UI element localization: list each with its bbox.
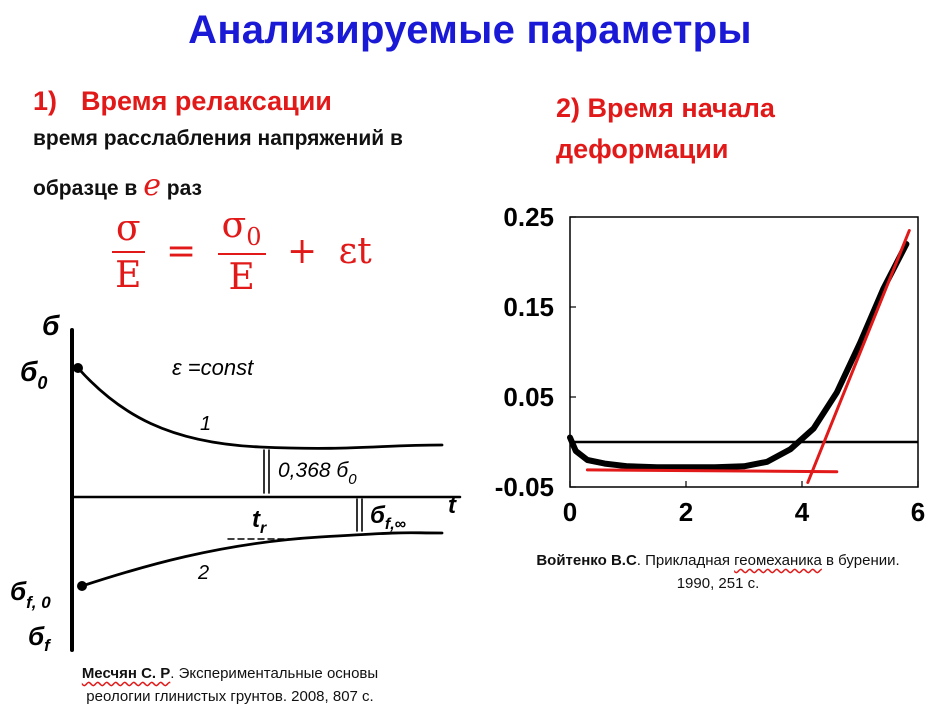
section1-desc-line2: образце в e раз xyxy=(33,168,202,203)
curve2-label: 2 xyxy=(197,562,209,584)
formula-equals: = xyxy=(166,231,197,273)
t-axis-label: t xyxy=(448,492,457,519)
chart-y-tick-label: 0.25 xyxy=(503,202,554,232)
section1-desc-line1: время расслабления напряжений в xyxy=(33,127,403,150)
formula-plus: + xyxy=(286,231,318,273)
citation-left-author: Месчян С. Р xyxy=(81,665,171,682)
chart-x-tick-label: 4 xyxy=(795,497,810,527)
chart-y-tick-label: 0.15 xyxy=(503,292,554,322)
chart-baseline-fit-line xyxy=(585,468,839,474)
curve-2 xyxy=(80,531,444,588)
formula-lhs-numerator: σ xyxy=(116,207,141,249)
citation-left-text1: . Экспериментальные основы xyxy=(170,665,379,682)
citation-right-text-post: в бурении. xyxy=(821,552,900,569)
citation-right: Войтенко В.С. Прикладная геомеханика в б… xyxy=(498,549,938,595)
formula-rhs-denominator: E xyxy=(228,257,255,299)
chart-y-tick-label: -0.05 xyxy=(495,472,554,502)
citation-right-text-pre: . Прикладная xyxy=(636,552,735,569)
sigma-subscript: 0 xyxy=(246,223,262,252)
chart-x-tick-label: 6 xyxy=(911,497,925,527)
formula-lhs-fraction: σ E xyxy=(112,208,145,296)
sigma0-label: б0 xyxy=(20,356,47,393)
fraction-bar xyxy=(112,250,145,253)
section2-title: 2) Время начала деформации xyxy=(556,88,836,170)
eps-const-label: ε =const xyxy=(172,355,254,380)
citation-left: Месчян С. Р. Экспериментальные основы ре… xyxy=(40,662,420,708)
curve-1 xyxy=(76,366,444,450)
deformation-chart: 0 2 4 6 0.25 0.15 0.05 -0.05 xyxy=(495,202,926,527)
chart-x-tick-label: 2 xyxy=(679,497,693,527)
sigma-f-inf-label: бf,∞ xyxy=(370,502,406,533)
relaxation-formula: σ E = σ0 E + εt xyxy=(112,205,382,298)
desc-suffix: раз xyxy=(166,177,202,200)
fraction-bar xyxy=(217,253,266,256)
citation-left-line2: реологии глинистых грунтов. 2008, 807 с. xyxy=(86,688,374,705)
formula-rhs-numerator: σ0 xyxy=(218,205,266,251)
section2-title-line2: деформации xyxy=(556,134,729,164)
formula-tail: εt xyxy=(338,231,372,273)
section1-number: 1) xyxy=(33,86,58,116)
label-0368: 0,368 б0 xyxy=(278,459,357,488)
citation-left-line1: Месчян С. Р. Экспериментальные основы xyxy=(40,662,420,685)
chart-plot-frame xyxy=(569,216,919,488)
citation-right-line2: 1990, 251 с. xyxy=(676,575,760,592)
desc-prefix: образце в xyxy=(33,177,138,200)
section1-title: 1) Время релаксации xyxy=(33,86,332,117)
sigma-f-label: бf xyxy=(28,621,52,655)
relaxation-diagram: б б0 ε =const 1 2 0,368 б0 t tr бf,∞ бf,… xyxy=(10,310,462,655)
formula-rhs-fraction: σ0 E xyxy=(217,205,266,299)
section1-title-text: Время релаксации xyxy=(81,86,332,116)
sigma0-point xyxy=(73,363,83,373)
sigma-f0-label: бf, 0 xyxy=(10,576,51,612)
chart-x-tick-label: 0 xyxy=(563,497,577,527)
citation-right-text-wavy: геомеханика xyxy=(734,552,822,569)
formula-lhs-denominator: E xyxy=(115,254,142,296)
curve1-label: 1 xyxy=(200,413,211,435)
citation-right-author: Войтенко В.С xyxy=(536,552,637,569)
section2-title-line1: 2) Время начала xyxy=(556,93,775,123)
sigma-f0-point xyxy=(77,581,87,591)
e-symbol: e xyxy=(143,168,161,203)
citation-right-line1: Войтенко В.С. Прикладная геомеханика в б… xyxy=(498,549,938,572)
chart-series-line xyxy=(567,241,910,471)
chart-y-tick-label: 0.05 xyxy=(503,382,554,412)
chart-tangent-line xyxy=(806,229,911,484)
sigma-symbol: σ xyxy=(221,205,247,246)
page-title: Анализируемые параметры xyxy=(188,8,752,52)
diagram-y-label: б xyxy=(42,310,60,341)
tr-label: tr xyxy=(252,506,267,537)
